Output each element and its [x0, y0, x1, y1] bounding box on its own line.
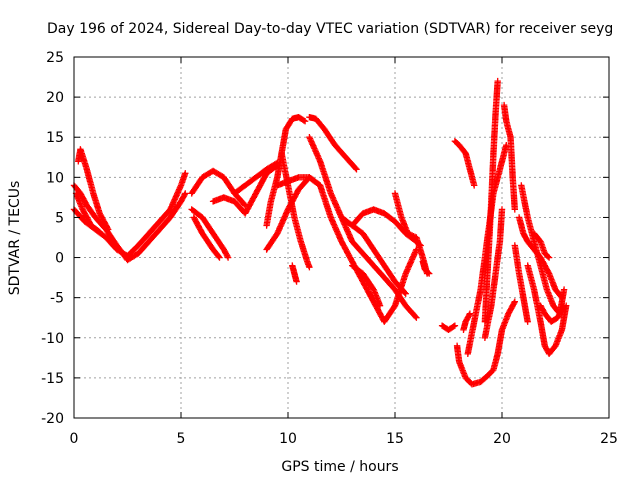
data-track: [530, 230, 553, 261]
data-track: [451, 138, 478, 189]
y-tick-label: -10: [41, 331, 64, 347]
data-track: [209, 162, 281, 217]
y-tick-label: 25: [46, 50, 64, 66]
data-track: [349, 262, 384, 309]
data-track: [72, 190, 103, 236]
data-track: [537, 302, 568, 325]
data-track: [438, 322, 459, 333]
data-track: [511, 242, 531, 325]
y-tick-label: 15: [46, 130, 64, 146]
y-tick-label: 5: [55, 210, 64, 226]
data-track: [289, 262, 300, 285]
data-track: [263, 174, 420, 325]
x-tick-label: 0: [70, 431, 79, 447]
data-track: [419, 258, 433, 277]
x-axis-label: GPS time / hours: [281, 459, 398, 475]
data-track: [306, 134, 420, 321]
data-track: [306, 114, 360, 173]
x-tick-label: 5: [177, 431, 186, 447]
data-track: [231, 159, 281, 197]
x-tick-label: 25: [600, 431, 618, 447]
data-track: [524, 262, 570, 357]
data-track: [453, 298, 518, 388]
x-tick-label: 15: [386, 431, 404, 447]
y-tick-label: 10: [46, 170, 64, 186]
data-track: [481, 77, 501, 325]
data-track: [190, 214, 223, 261]
data-track: [188, 206, 232, 261]
x-tick-labels: 0 5 10 15 20 25: [70, 57, 618, 447]
data-track: [500, 101, 518, 213]
y-tick-label: 20: [46, 90, 64, 106]
data-track: [278, 150, 313, 271]
y-tick-label: -20: [41, 411, 64, 427]
x-tick-label: 20: [493, 431, 511, 447]
data-track: [349, 206, 424, 249]
chart-title: Day 196 of 2024, Sidereal Day-to-day VTE…: [47, 21, 613, 37]
plot-frame: [73, 56, 610, 419]
x-tick-label: 10: [279, 431, 297, 447]
data-track: [481, 206, 506, 341]
y-tick-label: -5: [50, 291, 64, 307]
data-points: [70, 77, 570, 388]
data-track: [75, 146, 112, 233]
y-axis-label: SDTVAR / TECUs: [7, 181, 23, 296]
y-tick-label: 0: [55, 251, 64, 267]
data-track: [338, 214, 409, 297]
data-track: [274, 174, 324, 189]
y-tick-label: -15: [41, 371, 64, 387]
y-tick-labels: -20 -15 -10 -5 0 5 10 15 20 25: [41, 50, 609, 427]
data-track: [460, 310, 474, 333]
